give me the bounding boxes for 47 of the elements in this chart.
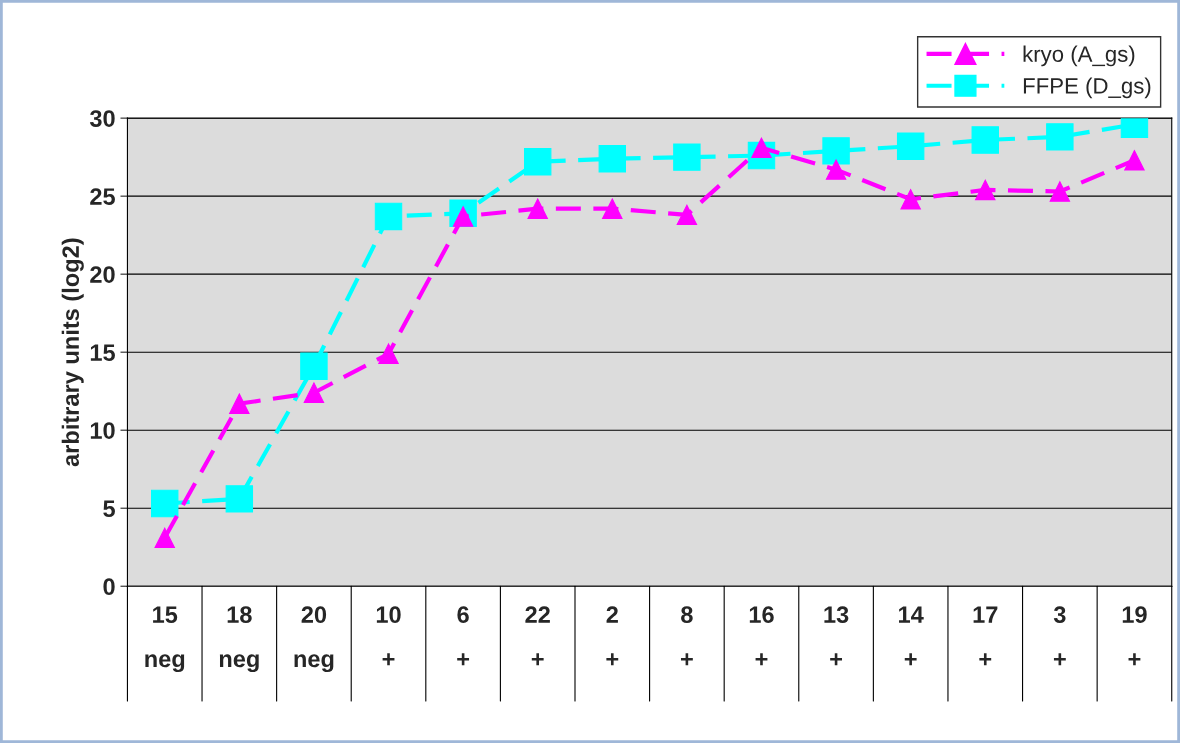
point: [676, 204, 698, 226]
point: [896, 132, 925, 160]
point: [598, 144, 627, 173]
point: [602, 198, 623, 219]
category-label: 22 +: [525, 606, 550, 666]
point: [975, 179, 996, 201]
category-label: 19 +: [1122, 606, 1147, 666]
point: [225, 485, 254, 513]
point: [900, 189, 921, 210]
y-tick-label: 5: [103, 500, 115, 517]
point: [971, 126, 999, 154]
point: [303, 382, 325, 403]
point: [378, 343, 399, 364]
y-tick-label: 25: [90, 188, 115, 205]
point: [229, 393, 250, 414]
category-label: 15 neg: [145, 606, 185, 673]
y-tick-label: 20: [90, 266, 115, 283]
y-tick-label: 15: [90, 344, 115, 361]
legend-label: FFPE (D_gs): [1023, 77, 1151, 99]
y-tick-label: 0: [103, 578, 115, 596]
category-label: 18 neg: [219, 606, 259, 673]
category-label: 10 +: [376, 606, 401, 666]
point: [527, 198, 548, 219]
y-tick-label: 30: [89, 110, 115, 127]
category-label: 17 +: [973, 606, 998, 666]
category-label: 16 +: [749, 606, 774, 666]
category-label: 14 +: [899, 606, 924, 666]
category-label: 8 +: [680, 606, 693, 666]
y-tick-label: 10: [90, 422, 115, 439]
category-label: 6 +: [457, 606, 470, 666]
category-label: 3 +: [1053, 606, 1066, 666]
category-label: 13 +: [824, 606, 849, 666]
point: [1124, 150, 1145, 171]
point: [523, 148, 552, 176]
point: [1049, 181, 1071, 202]
point: [822, 137, 850, 165]
point: [673, 143, 701, 171]
point: [1046, 123, 1074, 151]
point: [154, 527, 175, 549]
category-label: 20 neg: [294, 606, 334, 673]
point: [825, 159, 847, 180]
point: [300, 352, 328, 380]
point: [374, 202, 403, 231]
category-label: 2 +: [606, 606, 619, 666]
y-axis-title: arbitrary units (log2): [61, 238, 84, 467]
legend-label: kryo (A_gs): [1023, 45, 1135, 67]
point: [151, 489, 179, 518]
